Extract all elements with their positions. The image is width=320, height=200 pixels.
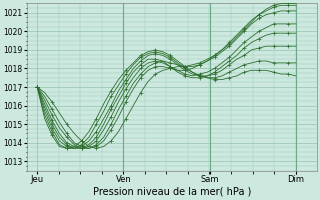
X-axis label: Pression niveau de la mer( hPa ): Pression niveau de la mer( hPa ): [92, 187, 251, 197]
